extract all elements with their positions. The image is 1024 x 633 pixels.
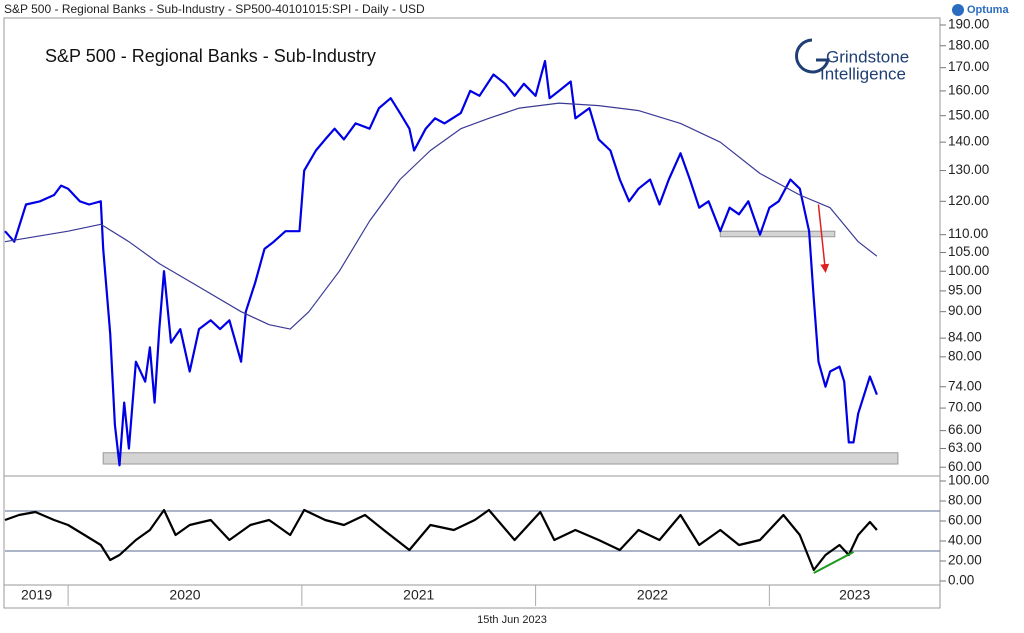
brand-icon (952, 4, 964, 16)
brand: Optuma (967, 4, 1009, 16)
y-tick-label: 95.00 (948, 282, 982, 297)
y-tick-label: 105.00 (948, 244, 989, 259)
logo-line1: Grindstone (826, 47, 909, 66)
y-tick-label: 40.00 (948, 533, 982, 548)
y-tick-label: 63.00 (948, 440, 982, 455)
chart-title: S&P 500 - Regional Banks - Sub-Industry (45, 46, 376, 66)
series-line (4, 508, 878, 572)
series-line (4, 59, 878, 467)
y-tick-label: 100.00 (948, 473, 989, 488)
y-tick-label: 60.00 (948, 459, 982, 474)
x-tick-label: 2020 (169, 587, 200, 603)
y-tick-label: 84.00 (948, 330, 982, 345)
logo-line2: Intelligence (820, 64, 906, 83)
x-tick-label: 2019 (21, 587, 52, 603)
y-tick-label: 180.00 (948, 37, 989, 52)
y-tick-label: 130.00 (948, 162, 989, 177)
logo-mark (795, 38, 830, 74)
y-tick-label: 120.00 (948, 193, 989, 208)
y-tick-label: 160.00 (948, 82, 989, 97)
y-tick-label: 140.00 (948, 134, 989, 149)
frame (3, 17, 941, 609)
x-tick-label: 2021 (403, 587, 434, 603)
y-tick-label: 150.00 (948, 107, 989, 122)
y-tick-label: 70.00 (948, 400, 982, 415)
y-tick-label: 90.00 (948, 303, 982, 318)
y-tick-label: 20.00 (948, 553, 982, 568)
header: S&P 500 - Regional Banks - Sub-Industry … (4, 2, 425, 16)
footer: 15th Jun 2023 (477, 614, 547, 626)
y-tick-label: 110.00 (948, 226, 988, 241)
x-tick-label: 2023 (839, 587, 870, 603)
y-tick-label: 170.00 (948, 59, 989, 74)
y-tick-label: 74.00 (948, 378, 982, 393)
y-tick-label: 80.00 (948, 348, 982, 363)
y-tick-label: 60.00 (948, 513, 982, 528)
zone (719, 230, 836, 238)
trend-line (813, 551, 854, 574)
x-tick-label: 2022 (637, 587, 668, 603)
y-tick-label: 100.00 (948, 263, 989, 278)
series-line (4, 102, 878, 330)
y-tick-label: 190.00 (948, 17, 989, 32)
y-tick-label: 80.00 (948, 493, 982, 508)
y-tick-label: 0.00 (948, 573, 974, 588)
zone (102, 452, 899, 465)
y-tick-label: 66.00 (948, 422, 982, 437)
arrow (817, 204, 830, 274)
